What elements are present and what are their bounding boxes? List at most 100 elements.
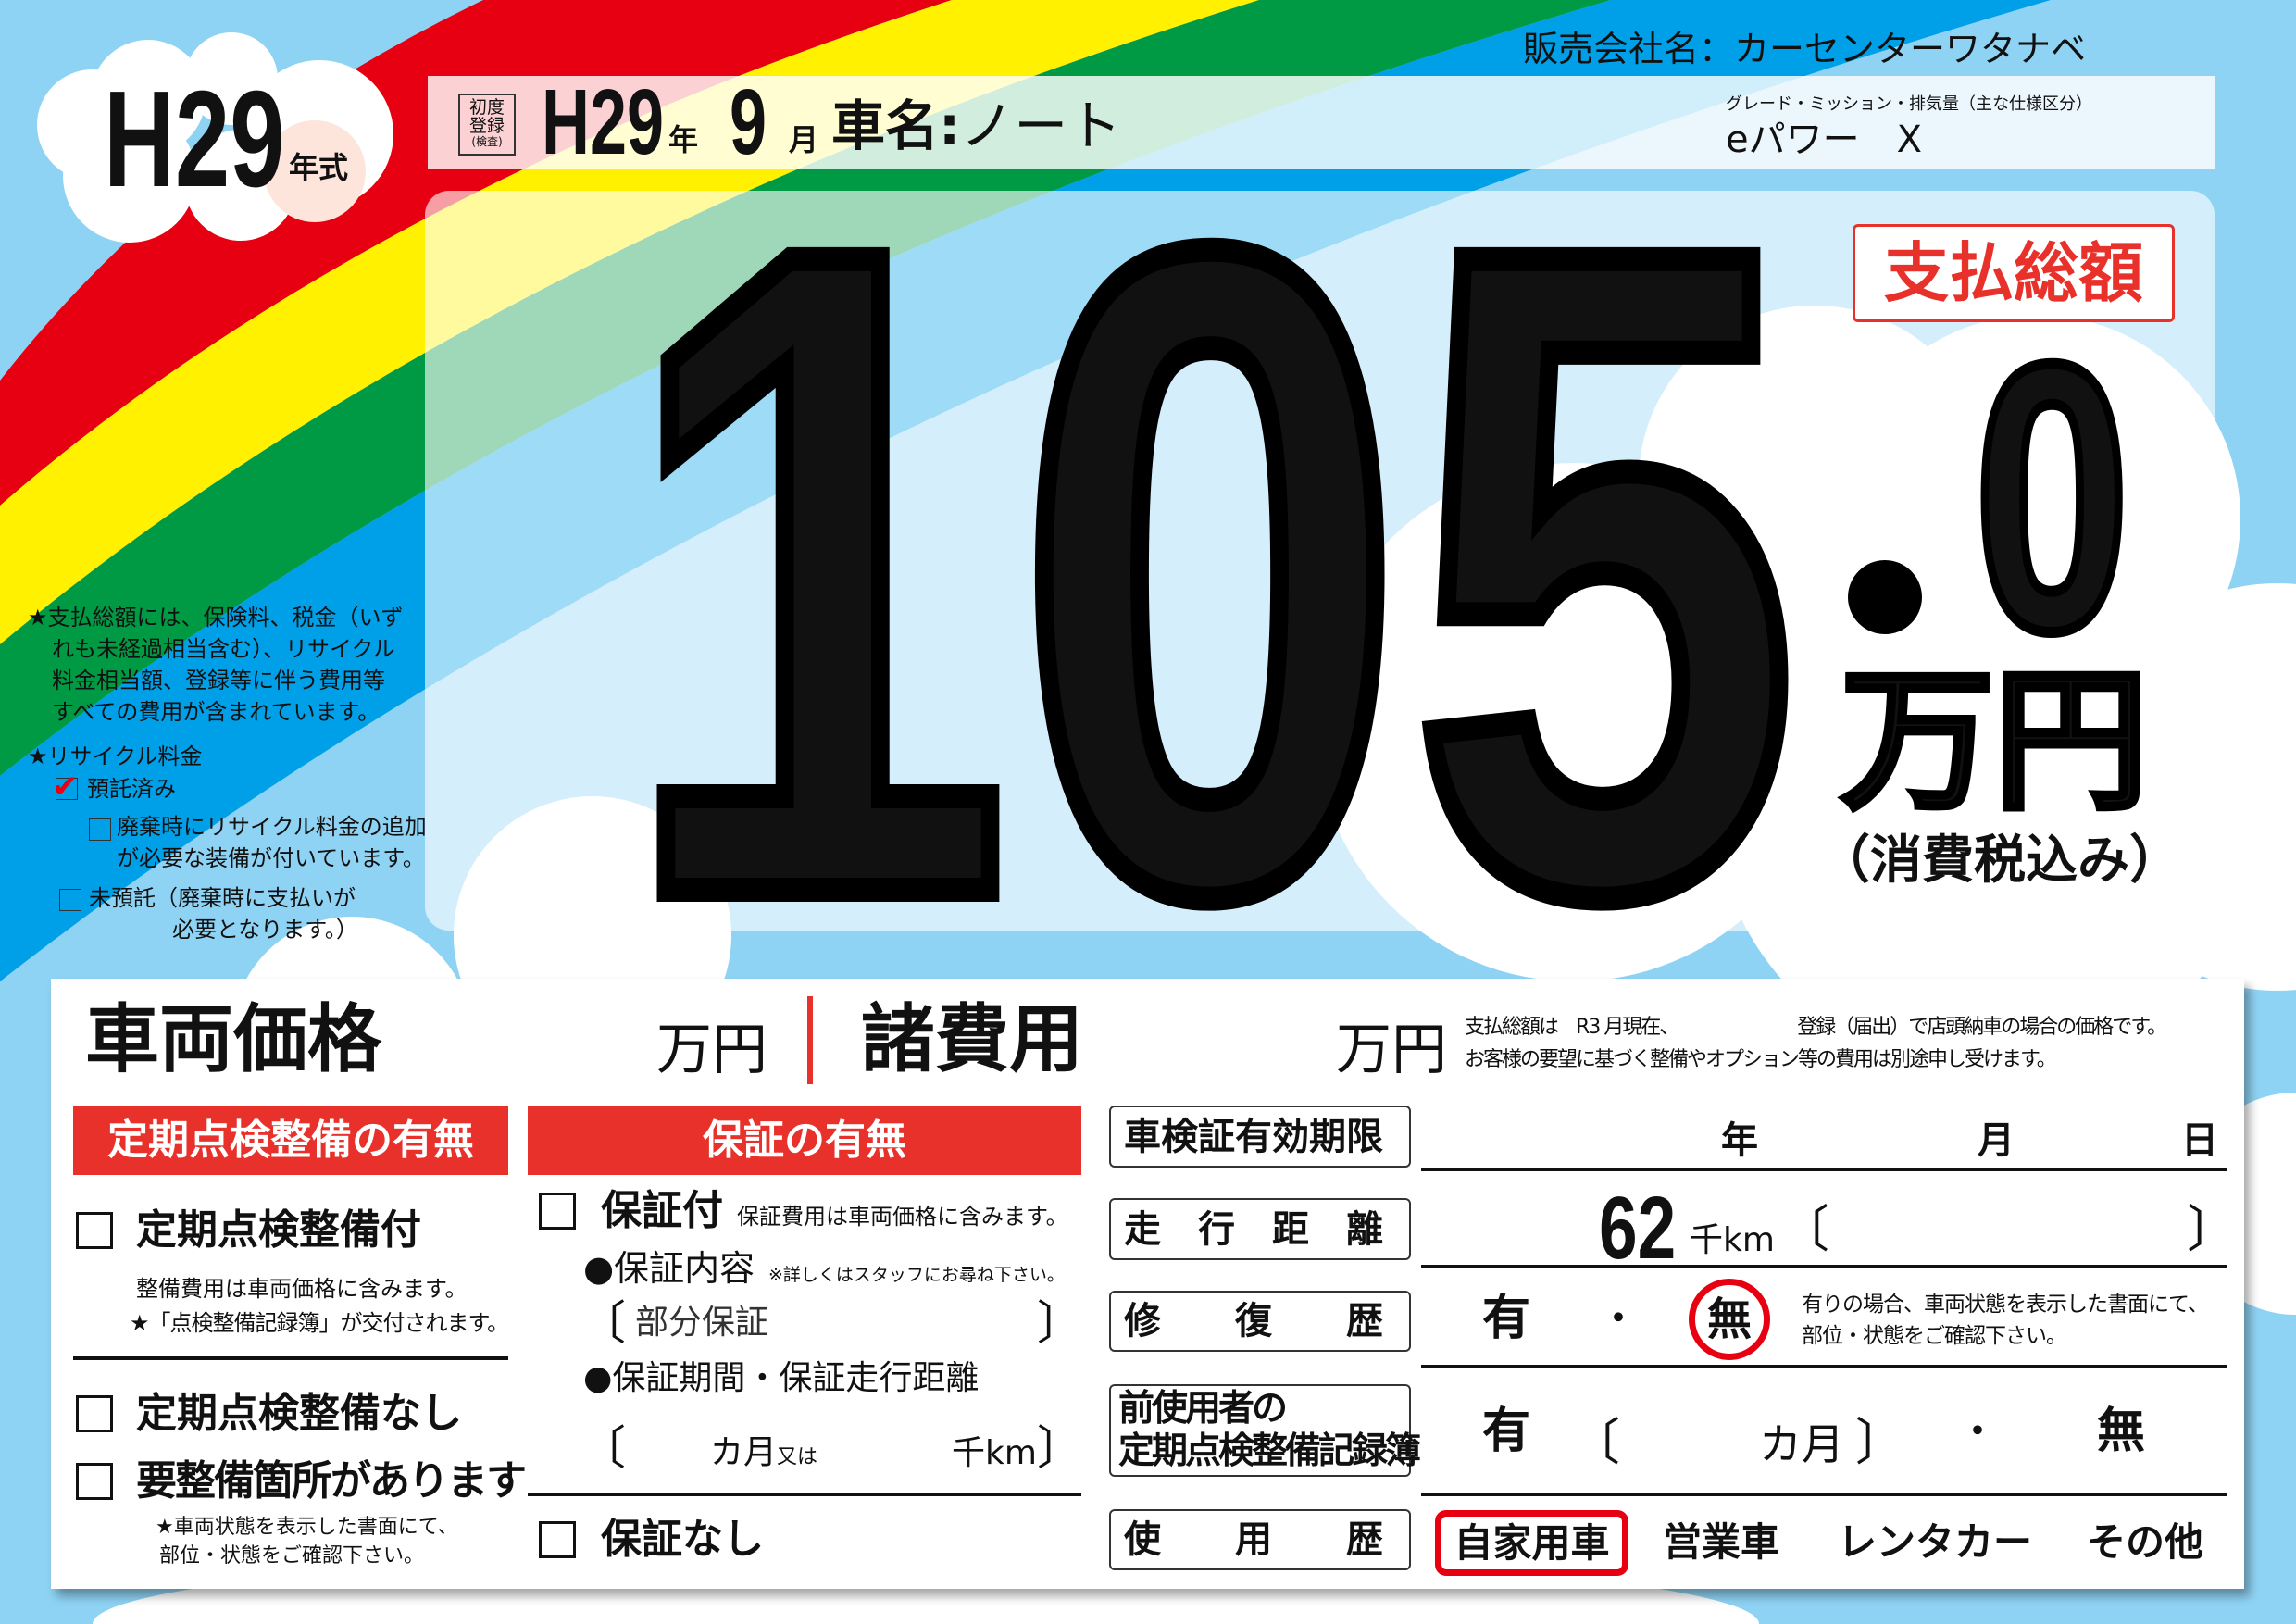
total-note-line: ★支払総額には、保険料、税金（いず <box>28 605 404 631</box>
divider <box>73 1356 508 1360</box>
warranty-with-checkbox[interactable] <box>539 1193 576 1230</box>
inspection-without-label: 定期点検整備なし <box>136 1390 462 1437</box>
inspection-with-checkbox[interactable] <box>76 1212 113 1249</box>
maintenance-yes[interactable]: 有 <box>1482 1404 1531 1459</box>
maintenance-record-label: 前使用者の 定期点検整備記録簿 <box>1109 1384 1421 1477</box>
recycle-additional-label: 廃棄時にリサイクル料金の追加 が必要な装備が付いています。 <box>117 811 427 874</box>
repair-yes[interactable]: 有 <box>1482 1291 1531 1346</box>
divider <box>528 1493 1081 1496</box>
price-unit: 万円 <box>1839 653 2151 831</box>
divider <box>1421 1365 2227 1368</box>
repair-history-label: 修 復 歴 <box>1109 1291 1411 1352</box>
repair-note: 有りの場合、車両状態を表示した書面にて、 部位・状態をご確認下さい。 <box>1802 1289 2209 1352</box>
usage-commercial[interactable]: 営業車 <box>1663 1519 1780 1565</box>
recycle-additional-checkbox[interactable] <box>89 818 111 841</box>
inspection-expiry-label: 車検証有効期限 <box>1109 1106 1411 1168</box>
inspection-header: 定期点検整備の有無 <box>73 1106 508 1175</box>
warranty-content-label: ●保証内容 <box>583 1248 755 1289</box>
price-decimal-value: 0 <box>1970 285 2135 709</box>
fees-unit: 万円 <box>1336 1018 1447 1082</box>
bracket-open: 〔 <box>1779 1200 1829 1258</box>
warranty-with-label: 保証付 <box>601 1187 723 1234</box>
maintenance-no[interactable]: 無 <box>2097 1404 2146 1459</box>
cloud-blush <box>264 120 366 222</box>
first-reg-year-value: H29 <box>542 70 665 174</box>
recycle-not-deposited-line: 未預託（廃棄時に支払いが <box>89 885 356 911</box>
inspection-note: ★「点検整備記録簿」が交付されます。 <box>130 1310 509 1336</box>
recycle-additional-line: が必要な装備が付いています。 <box>117 845 425 871</box>
bracket-close: 〕 <box>1037 1296 1083 1350</box>
inspection-note: 整備費用は車両価格に含みます。 <box>136 1276 468 1302</box>
total-price-badge: 支払総額 <box>1853 224 2175 322</box>
recycle-deposited-checkbox[interactable] <box>56 778 78 800</box>
model-year-value: H29 <box>104 63 285 216</box>
car-name-label: 車名: <box>831 94 961 157</box>
mileage-value: 62 <box>1599 1179 1698 1278</box>
header-bar <box>428 76 2215 169</box>
price-decimal: 0 <box>1970 285 2185 709</box>
company-name: カーセンターワタナベ <box>1734 29 2087 69</box>
price-divider <box>807 996 813 1084</box>
maintenance-label-line: 定期点検整備記録簿 <box>1118 1430 1421 1472</box>
tax-note: （消費税込み） <box>1818 831 2181 891</box>
model-year: H29 <box>104 63 356 216</box>
repair-note-line: 部位・状態をご確認下さい。 <box>1802 1324 2067 1348</box>
year-unit: 年 <box>668 122 699 157</box>
bracket-close: 〕 <box>2187 1200 2237 1258</box>
usage-rental[interactable]: レンタカー <box>1838 1519 2033 1565</box>
fees-label: 諸費用 <box>861 996 1083 1082</box>
divider <box>1421 1265 2227 1268</box>
company: 販売会社名：カーセンターワタナベ <box>1523 28 2086 70</box>
cloud-top-left <box>37 32 393 243</box>
warranty-without-label: 保証なし <box>601 1516 764 1563</box>
or-label: 又は <box>777 1445 818 1469</box>
months-unit: カ月 <box>710 1433 778 1472</box>
expiry-year: 年 <box>1721 1119 1758 1162</box>
price-integer: 105 <box>613 60 2179 1084</box>
warranty-without-checkbox[interactable] <box>539 1521 576 1558</box>
price-footnote: 支払総額は R3 月現在、 登録（届出）で店頭納車の場合の価格です。 お客様の要… <box>1465 1011 2167 1076</box>
recycle-not-deposited-checkbox[interactable] <box>59 889 81 911</box>
usage-other[interactable]: その他 <box>2087 1519 2204 1565</box>
km-unit: 千km <box>952 1434 1037 1472</box>
recycle-not-deposited-label: 未預託（廃棄時に支払いが 必要となります。） <box>89 882 358 945</box>
inspection-without-checkbox[interactable] <box>76 1395 113 1432</box>
repair-note-line: 有りの場合、車両状態を表示した書面にて、 <box>1802 1293 2209 1317</box>
grade-value: eパワー X <box>1726 119 1923 161</box>
model-year-suffix: 年式 <box>289 150 349 185</box>
grade-label: グレード・ミッション・排気量（主な仕様区分） <box>1726 94 2092 114</box>
price-integer-value: 105 <box>613 60 1807 1084</box>
usage-private-selected[interactable]: 自家用車 <box>1435 1510 1628 1576</box>
bracket-open: 〔 <box>1570 1413 1620 1471</box>
vehicle-price-unit: 万円 <box>656 1018 767 1082</box>
check-icon: ✔ <box>52 768 79 806</box>
mileage-number: 62 <box>1599 1179 1677 1278</box>
bracket-close: 〕 <box>1855 1413 1905 1471</box>
maintenance-label-line: 前使用者の <box>1118 1388 1288 1430</box>
warranty-content-note: ※詳しくはスタッフにお尋ね下さい。 <box>768 1265 1065 1285</box>
first-reg-line-2: 登録 <box>468 116 505 136</box>
mileage-label: 走 行 距 離 <box>1109 1198 1411 1260</box>
needs-repair-checkbox[interactable] <box>76 1463 113 1500</box>
divider <box>1421 1168 2227 1171</box>
recycle-not-deposited-line: 必要となります。） <box>172 917 358 943</box>
repair-no-selected[interactable]: 無 <box>1689 1279 1770 1360</box>
needs-repair-label: 要整備箇所があります <box>136 1457 527 1505</box>
bracket-open: 〔 <box>580 1421 626 1475</box>
separator: ・ <box>1959 1410 1996 1453</box>
first-reg-month: 9 <box>730 76 781 169</box>
total-note-line: れも未経過相当含む）、リサイクル <box>52 636 395 662</box>
repair-note: 部位・状態をご確認下さい。 <box>159 1544 425 1568</box>
footnote-line: お客様の要望に基づく整備やオプション等の費用は別途申し受けます。 <box>1465 1048 2057 1071</box>
first-registration-label: 初度 登録 (検査) <box>458 94 516 156</box>
bracket-open: 〔 <box>580 1296 626 1350</box>
recycle-additional-line: 廃棄時にリサイクル料金の追加 <box>117 814 427 840</box>
first-reg-year: H29 <box>542 70 711 174</box>
recycle-deposited-label: 預託済み <box>87 776 176 802</box>
expiry-month: 月 <box>1978 1119 2015 1162</box>
total-note-line: 料金相当額、登録等に伴う費用等 <box>52 668 385 693</box>
vehicle-price-label: 車両価格 <box>85 996 381 1082</box>
warranty-with-note: 保証費用は車両価格に含みます。 <box>737 1204 1068 1230</box>
warranty-months: カ月又は <box>710 1434 817 1478</box>
month-unit: 月 <box>789 122 819 157</box>
